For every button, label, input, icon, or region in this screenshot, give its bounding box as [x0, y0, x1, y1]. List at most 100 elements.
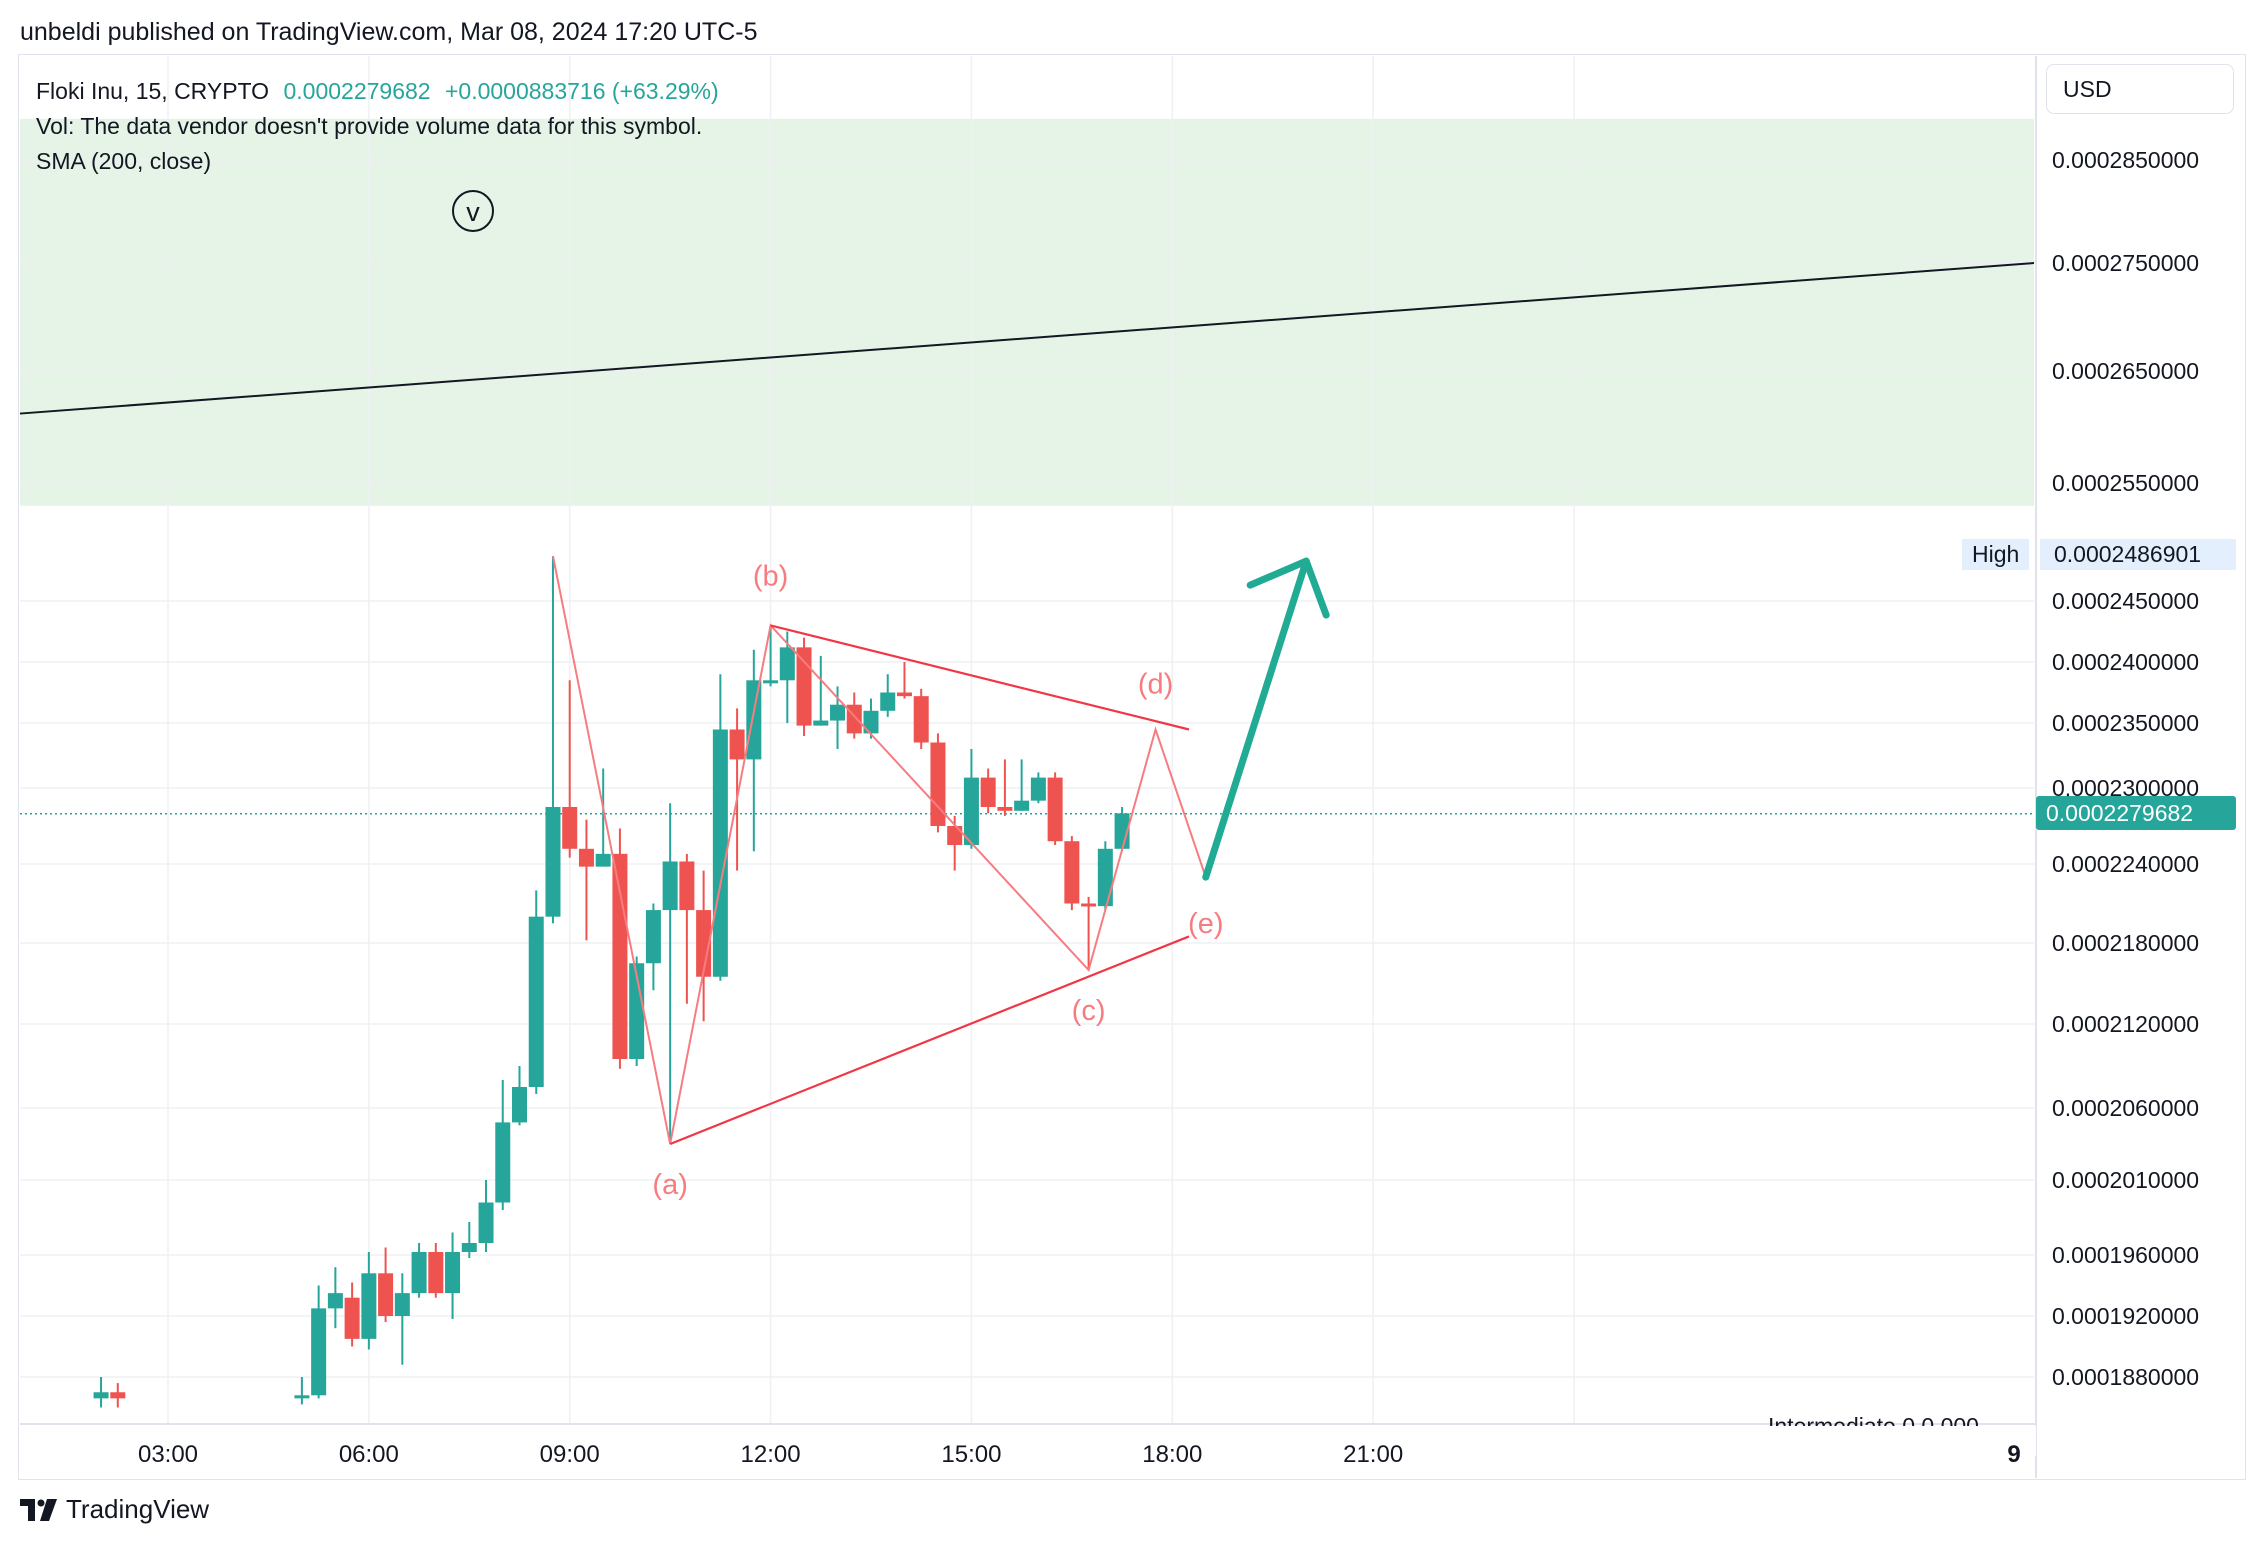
- projection-arrow-head: [1246, 557, 1330, 619]
- candle-body-3: [311, 1308, 327, 1396]
- candle-body-25: [679, 861, 695, 911]
- chart-legend: Floki Inu, 15, CRYPTO 0.0002279682 +0.00…: [36, 74, 719, 179]
- candle-body-14: [495, 1122, 511, 1203]
- wave-label-a: (a): [652, 1169, 687, 1201]
- label-layer: (b) (a) (c) (d) (e) v: [452, 190, 1223, 1201]
- high-label: High: [1962, 539, 2030, 570]
- supply-zone: [20, 118, 2034, 506]
- candle-body-6: [361, 1273, 377, 1339]
- candle-body-33: [813, 720, 829, 726]
- candle-body-10: [428, 1252, 444, 1294]
- time-tick-4: 15:00: [941, 1441, 1001, 1468]
- price-tick-16: 0.0001880000: [2052, 1364, 2199, 1390]
- price-tick-3: 0.0002550000: [2052, 470, 2199, 496]
- price-tick-2: 0.0002650000: [2052, 358, 2199, 384]
- price-tick-0: 0.0002850000: [2052, 147, 2199, 173]
- symbol-price: 0.0002279682: [283, 78, 431, 104]
- candle-body-21: [612, 853, 628, 1059]
- brand-name: TradingView: [66, 1494, 210, 1524]
- currency-button[interactable]: USD: [2046, 64, 2234, 114]
- candle-body-27: [712, 729, 728, 977]
- sma-layer: [19, 262, 2035, 815]
- candle-body-17: [545, 807, 561, 917]
- candle-body-24: [662, 861, 678, 911]
- legend-symbol-row: Floki Inu, 15, CRYPTO 0.0002279682 +0.00…: [36, 74, 719, 109]
- volume-note: Vol: The data vendor doesn't provide vol…: [36, 113, 703, 139]
- price-tick-12: 0.0002060000: [2052, 1095, 2199, 1121]
- candle-body-28: [729, 729, 745, 760]
- candle-body-1: [110, 1392, 126, 1399]
- last-price-label: 0.0002279682: [2036, 796, 2236, 830]
- candle-body-36: [863, 710, 879, 734]
- candle-body-29: [746, 680, 762, 760]
- wave-count-path: [551, 555, 1207, 1145]
- triangle-lower-line: [669, 935, 1190, 1146]
- price-tick-11: 0.0002120000: [2052, 1011, 2199, 1037]
- tradingview-brand[interactable]: TradingView: [20, 1494, 209, 1525]
- candle-body-48: [1064, 841, 1080, 904]
- sma-200-line: [19, 262, 2035, 415]
- supply-zone-layer: [20, 118, 2034, 506]
- candle-body-40: [930, 742, 946, 826]
- price-tick-14: 0.0001960000: [2052, 1242, 2199, 1268]
- candle-body-15: [512, 1087, 527, 1123]
- candle-body-12: [461, 1243, 477, 1252]
- time-tick-1: 06:00: [339, 1441, 399, 1468]
- time-tick-6: 21:00: [1343, 1441, 1403, 1468]
- candle-body-43: [980, 777, 996, 807]
- candle-body-50: [1097, 848, 1113, 907]
- triangle-upper-line: [770, 624, 1190, 731]
- candle-body-16: [528, 916, 544, 1087]
- candle-body-2: [294, 1395, 310, 1399]
- price-tick-7: 0.0002350000: [2052, 710, 2199, 736]
- candle-body-19: [578, 848, 594, 867]
- candle-body-18: [562, 807, 578, 849]
- candle-body-30: [763, 680, 779, 684]
- time-tick-0: 03:00: [138, 1441, 198, 1468]
- candle-body-47: [1047, 777, 1063, 842]
- wave-label-b: (b): [753, 560, 788, 592]
- symbol-name: Floki Inu, 15, CRYPTO: [36, 78, 270, 104]
- time-tick-5: 18:00: [1142, 1441, 1202, 1468]
- sma-indicator-label[interactable]: SMA (200, close): [36, 148, 212, 174]
- price-tick-6: 0.0002400000: [2052, 649, 2199, 675]
- wave-label-v: v: [466, 197, 480, 227]
- projection-arrow-shaft: [1202, 557, 1310, 881]
- time-axis-mask: [20, 1426, 2036, 1456]
- candle-body-31: [779, 647, 795, 681]
- candle-body-34: [830, 704, 846, 721]
- price-tick-15: 0.0001920000: [2052, 1303, 2199, 1329]
- publish-info: unbeldi published on TradingView.com, Ma…: [20, 18, 758, 46]
- wave-label-v-circle: [452, 190, 494, 232]
- candle-body-9: [411, 1252, 427, 1294]
- candle-body-44: [997, 807, 1013, 811]
- tradingview-logo-icon: [20, 1498, 57, 1521]
- candle-body-20: [595, 853, 611, 867]
- candle-body-26: [696, 910, 712, 977]
- candle-body-4: [327, 1293, 343, 1309]
- candle-body-0: [93, 1392, 109, 1399]
- candle-body-32: [796, 647, 812, 726]
- candle-body-13: [478, 1202, 494, 1243]
- price-tick-13: 0.0002010000: [2052, 1167, 2199, 1193]
- candle-body-37: [880, 692, 896, 711]
- price-tick-9: 0.0002240000: [2052, 851, 2199, 877]
- price-tick-1: 0.0002750000: [2052, 250, 2199, 276]
- candle-body-39: [913, 696, 929, 743]
- price-tick-10: 0.0002180000: [2052, 930, 2199, 956]
- wave-label-e: (e): [1188, 908, 1223, 940]
- wave-label-d: (d): [1138, 669, 1173, 701]
- grid-layer: [20, 56, 2034, 1424]
- high-value: 0.0002486901: [2040, 539, 2236, 570]
- candle-layer: [93, 556, 1130, 1408]
- candle-body-41: [947, 826, 963, 845]
- candle-body-49: [1081, 903, 1097, 907]
- axis-layer: 0.0002850000 0.0002750000 0.0002650000 0.00…: [20, 56, 2199, 1478]
- candle-body-46: [1030, 777, 1046, 801]
- candle-body-23: [645, 910, 661, 964]
- time-tick-3: 12:00: [741, 1441, 801, 1468]
- candle-body-8: [394, 1293, 410, 1316]
- symbol-change: +0.0000883716 (+63.29%): [444, 78, 719, 104]
- time-tick-7: 9: [2007, 1441, 2020, 1468]
